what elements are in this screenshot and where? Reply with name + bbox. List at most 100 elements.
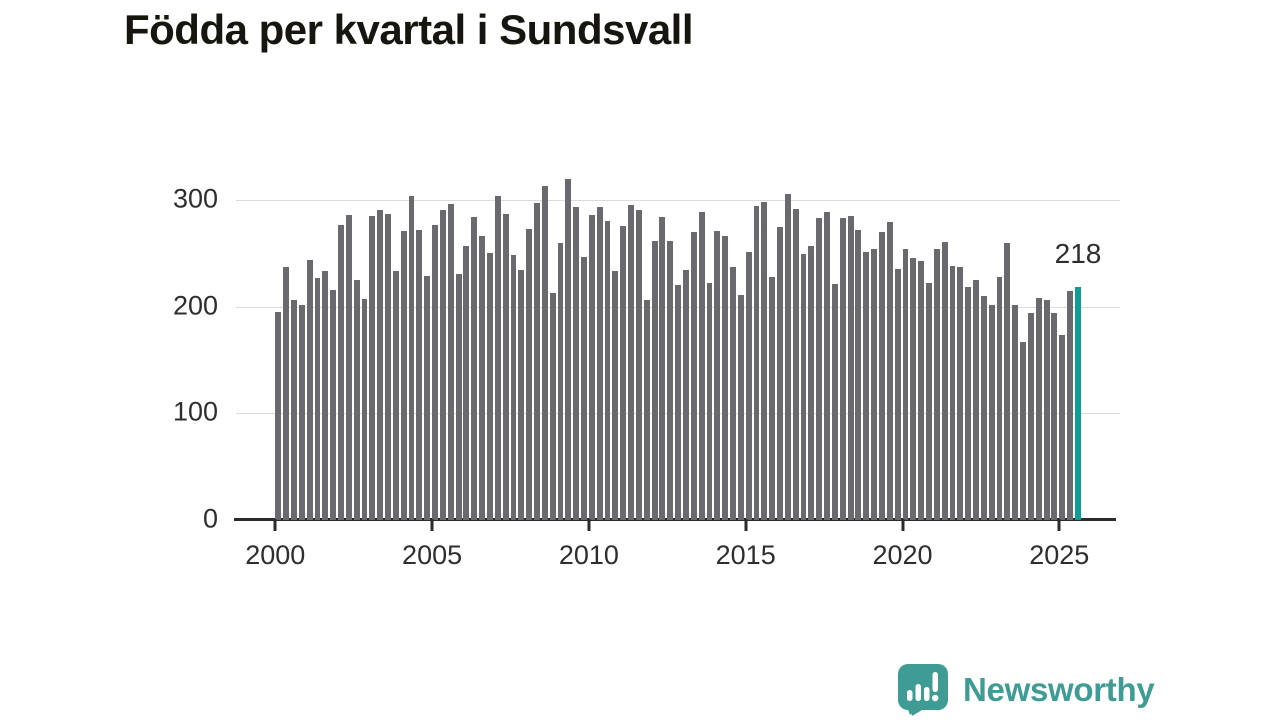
bar	[604, 221, 611, 520]
bar	[769, 276, 776, 520]
bar	[878, 232, 885, 520]
bar	[479, 236, 486, 520]
bar	[486, 253, 493, 520]
bar	[439, 209, 446, 520]
bar	[902, 249, 909, 520]
x-axis-tick	[1057, 519, 1061, 531]
bar	[1059, 335, 1066, 520]
bar	[1004, 242, 1011, 520]
bar	[565, 178, 572, 520]
bar	[369, 216, 376, 520]
bar	[596, 207, 603, 520]
bar	[1051, 313, 1058, 520]
bar	[361, 299, 368, 520]
highlighted-value-label: 218	[1054, 238, 1102, 269]
bar	[620, 225, 627, 520]
bar	[659, 217, 666, 520]
bar	[965, 287, 972, 520]
bar	[863, 252, 870, 520]
x-axis-tick	[273, 519, 277, 531]
bar	[1020, 341, 1026, 520]
bar	[941, 241, 948, 520]
bar	[518, 270, 525, 520]
bar	[400, 230, 407, 520]
bar	[385, 213, 391, 520]
y-axis-tick-label: 300	[172, 183, 218, 214]
bar	[275, 312, 282, 520]
x-axis-tick	[587, 519, 591, 531]
bar	[432, 224, 438, 520]
bar	[541, 186, 548, 520]
bar	[918, 260, 925, 520]
bar	[534, 203, 540, 520]
bar	[447, 204, 454, 520]
bar	[612, 271, 619, 520]
bar	[314, 277, 321, 520]
bar	[1043, 300, 1050, 520]
bar	[502, 213, 509, 520]
bar	[416, 229, 423, 520]
newsworthy-logo-text: Newsworthy	[963, 671, 1155, 708]
bar	[839, 218, 846, 520]
bar	[910, 257, 917, 520]
bar	[714, 230, 721, 520]
bar	[957, 267, 964, 520]
newsworthy-logo-icon	[898, 664, 948, 716]
bar	[777, 226, 783, 520]
bar	[667, 240, 674, 520]
bar	[392, 271, 399, 520]
bar	[706, 283, 713, 520]
bar	[330, 289, 337, 520]
bar	[745, 252, 752, 520]
bar	[886, 222, 893, 520]
bar	[1012, 304, 1019, 520]
bar	[306, 259, 313, 520]
bar	[345, 214, 352, 520]
bar	[722, 236, 729, 520]
x-axis-tick-label: 2025	[1029, 540, 1090, 570]
bar	[557, 242, 564, 520]
x-axis-tick-label: 2000	[245, 540, 306, 570]
bar	[353, 280, 360, 520]
bar	[526, 228, 533, 520]
bar	[1067, 290, 1074, 520]
bar	[1035, 298, 1042, 520]
bar	[424, 275, 431, 520]
bar	[298, 304, 305, 520]
x-axis-tick-label: 2005	[402, 540, 463, 570]
bar	[980, 296, 987, 520]
bar	[682, 270, 689, 520]
bar	[651, 240, 658, 520]
bar	[698, 211, 705, 520]
x-axis-tick	[901, 519, 904, 531]
bar	[1027, 313, 1034, 520]
bar	[628, 205, 634, 520]
bar	[377, 209, 384, 520]
bar	[753, 206, 760, 520]
bar	[643, 300, 650, 520]
bar	[824, 211, 830, 520]
bar	[494, 195, 501, 520]
x-axis-tick-label: 2010	[558, 540, 619, 570]
bar	[792, 208, 799, 520]
chart-title: Födda per kvartal i Sundsvall	[124, 6, 694, 53]
bar	[847, 216, 854, 520]
bar	[635, 209, 642, 520]
y-axis-tick-label: 200	[172, 290, 218, 321]
x-axis-tick-label: 2020	[872, 540, 933, 570]
bar	[894, 269, 901, 520]
bar	[761, 202, 768, 520]
bar	[690, 232, 697, 520]
bar	[463, 245, 470, 520]
bar	[338, 224, 344, 520]
bar	[988, 304, 995, 520]
bar	[800, 254, 807, 520]
bar	[933, 249, 940, 520]
bar	[808, 245, 815, 520]
x-axis-tick	[744, 519, 748, 531]
y-axis-tick-label: 0	[202, 503, 218, 534]
bar	[581, 256, 587, 520]
bar	[573, 207, 580, 520]
